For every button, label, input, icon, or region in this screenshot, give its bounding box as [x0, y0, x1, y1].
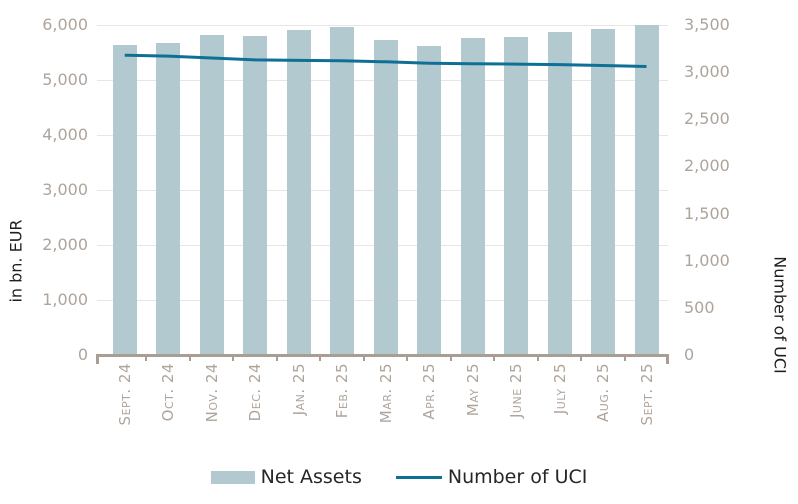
bar — [373, 39, 398, 355]
bar — [156, 43, 181, 355]
x-axis-tick-label: Jan. 25 — [289, 363, 308, 416]
right-axis-tick-label: 2,000 — [684, 156, 730, 176]
left-axis-tick-label: 4,000 — [42, 125, 88, 144]
x-axis-tick-label: Feb. 25 — [333, 363, 352, 419]
x-axis-tick-label: Mar. 25 — [376, 363, 395, 424]
bar — [243, 35, 268, 355]
bar — [460, 38, 485, 355]
bar — [112, 44, 137, 355]
bar — [591, 29, 615, 355]
right-axis-tick-label: 2,500 — [684, 109, 730, 129]
x-axis-tick-label: May 25 — [463, 363, 482, 417]
right-axis-tick-label: 3,000 — [684, 62, 730, 82]
legend-label-net-assets: Net Assets — [260, 466, 362, 488]
x-axis-line-segment — [406, 354, 409, 361]
x-axis-line-segment — [96, 354, 669, 357]
left-axis-tick-label: 2,000 — [42, 235, 88, 254]
x-axis-line-segment — [96, 354, 99, 364]
right-axis-tick-label: 500 — [684, 297, 715, 317]
bar — [547, 32, 572, 355]
right-axis-tick-label: 0 — [684, 345, 695, 364]
number-of-uci-swatch — [395, 475, 442, 479]
right-axis-tick-label: 1,500 — [684, 203, 730, 223]
left-axis-tick-label: 5,000 — [42, 70, 88, 89]
x-axis-line-segment — [362, 354, 365, 361]
gridline — [97, 25, 668, 26]
x-axis-tick-label: Dec. 24 — [246, 363, 265, 422]
left-axis-tick-label: 3,000 — [42, 180, 88, 199]
x-axis-line-segment — [666, 354, 669, 364]
bar — [417, 46, 442, 355]
left-axis-tick-label: 1,000 — [42, 290, 88, 309]
x-axis-tick-label: Aug. 25 — [594, 363, 612, 422]
left-axis-tick-label: 0 — [77, 345, 88, 364]
bar — [286, 29, 311, 355]
number-of-uci-line — [124, 53, 647, 68]
x-axis-tick-label: July 25 — [550, 363, 569, 415]
bar — [330, 27, 355, 355]
right-axis-tick-label: 1,000 — [684, 250, 730, 270]
x-axis-tick-label: Sept. 24 — [115, 363, 134, 426]
right-axis-tick-label: 3,500 — [684, 15, 730, 34]
x-axis-line-segment — [145, 354, 148, 361]
legend-label-number-of-uci: Number of UCI — [447, 466, 588, 488]
x-axis-tick-label: Oct. 24 — [159, 363, 178, 422]
bar — [199, 34, 224, 355]
legend-item-net-assets: Net Assets — [210, 466, 362, 488]
x-axis-tick-label: Sept. 25 — [637, 363, 656, 426]
x-axis-tick-label: Nov. 24 — [202, 363, 221, 423]
x-axis-line-segment — [580, 354, 583, 361]
legend: Net Assets Number of UCI — [0, 462, 798, 492]
left-axis-title: in bn. EUR — [6, 219, 26, 303]
x-axis-line-segment — [275, 354, 278, 361]
right-axis-title: Number of UCI — [770, 256, 790, 374]
x-axis-line-segment — [493, 354, 496, 361]
x-axis-line-segment — [449, 354, 452, 361]
net-assets-swatch — [210, 470, 255, 484]
x-axis-line-segment — [232, 354, 235, 361]
x-axis-line-segment — [319, 354, 322, 361]
x-axis-line-segment — [188, 354, 191, 361]
x-axis-tick-label: June 25 — [507, 363, 525, 419]
x-axis-tick-label: Apr. 25 — [420, 363, 439, 420]
bar — [634, 24, 659, 355]
bar — [504, 37, 528, 355]
left-axis-tick-label: 6,000 — [42, 15, 88, 34]
x-axis-line-segment — [536, 354, 539, 361]
x-axis-line-segment — [623, 354, 626, 361]
legend-item-number-of-uci: Number of UCI — [395, 466, 588, 488]
